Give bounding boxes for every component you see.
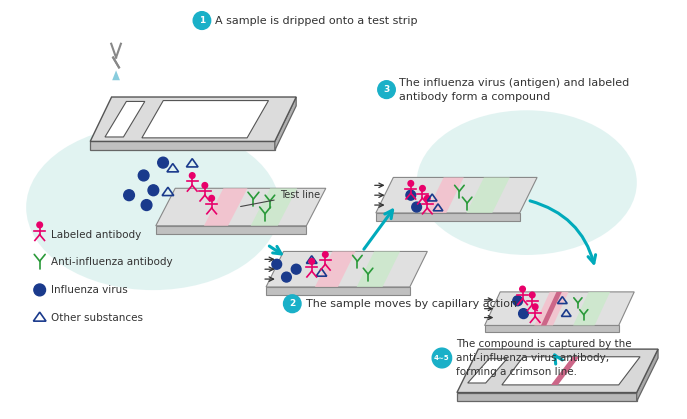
Circle shape — [272, 259, 282, 269]
Text: 2: 2 — [289, 299, 295, 308]
Circle shape — [309, 259, 315, 264]
Text: Test line: Test line — [240, 190, 319, 207]
Polygon shape — [376, 177, 537, 213]
Polygon shape — [502, 357, 640, 385]
Circle shape — [513, 296, 523, 306]
Circle shape — [412, 202, 422, 212]
Text: 1: 1 — [199, 16, 205, 25]
Polygon shape — [466, 177, 510, 213]
Polygon shape — [266, 251, 427, 287]
Circle shape — [519, 309, 528, 318]
Text: Labeled antibody: Labeled antibody — [52, 230, 142, 240]
Circle shape — [209, 195, 214, 201]
Text: 4∼5: 4∼5 — [434, 355, 450, 361]
Circle shape — [34, 284, 45, 296]
Polygon shape — [275, 97, 296, 150]
Polygon shape — [156, 226, 306, 234]
Polygon shape — [156, 188, 326, 226]
Polygon shape — [105, 101, 145, 137]
Circle shape — [378, 81, 395, 98]
Circle shape — [158, 157, 168, 168]
Polygon shape — [534, 292, 569, 326]
Polygon shape — [90, 97, 296, 142]
Circle shape — [406, 190, 416, 200]
Circle shape — [37, 222, 43, 228]
Text: Influenza virus: Influenza virus — [52, 285, 128, 295]
Circle shape — [202, 183, 207, 188]
Polygon shape — [573, 292, 610, 326]
Text: Anti-influenza antibody: Anti-influenza antibody — [52, 257, 173, 267]
Text: Other substances: Other substances — [52, 313, 144, 323]
Circle shape — [420, 186, 425, 191]
Ellipse shape — [416, 110, 637, 255]
Polygon shape — [468, 359, 507, 383]
Polygon shape — [266, 287, 410, 295]
Polygon shape — [112, 70, 120, 80]
Polygon shape — [357, 251, 400, 287]
Text: The influenza virus (antigen) and labeled
antibody form a compound: The influenza virus (antigen) and labele… — [399, 78, 629, 102]
Circle shape — [530, 292, 535, 298]
Text: The sample moves by capillary action: The sample moves by capillary action — [306, 299, 517, 309]
Ellipse shape — [26, 125, 280, 290]
Circle shape — [193, 12, 211, 29]
Circle shape — [532, 304, 538, 310]
Polygon shape — [251, 188, 297, 226]
Circle shape — [520, 286, 526, 292]
Circle shape — [425, 195, 430, 201]
Polygon shape — [457, 349, 658, 393]
Polygon shape — [637, 349, 658, 401]
Polygon shape — [376, 213, 519, 221]
Polygon shape — [484, 326, 619, 332]
Circle shape — [138, 170, 149, 181]
Polygon shape — [551, 357, 579, 385]
Polygon shape — [90, 142, 275, 150]
Polygon shape — [457, 393, 637, 401]
Circle shape — [190, 173, 195, 178]
Text: A sample is dripped onto a test strip: A sample is dripped onto a test strip — [214, 16, 417, 26]
Circle shape — [284, 295, 301, 313]
Polygon shape — [204, 188, 247, 226]
Circle shape — [142, 199, 152, 210]
Polygon shape — [541, 292, 562, 326]
Text: 3: 3 — [383, 85, 390, 94]
Polygon shape — [315, 251, 355, 287]
Circle shape — [408, 181, 414, 186]
Circle shape — [432, 348, 451, 368]
Circle shape — [124, 190, 135, 201]
Text: The compound is captured by the
anti-influenza virus antibody,
forming a crimson: The compound is captured by the anti-inf… — [456, 339, 632, 377]
Circle shape — [148, 185, 159, 196]
Polygon shape — [142, 101, 269, 138]
Polygon shape — [426, 177, 464, 213]
Circle shape — [291, 264, 301, 274]
Circle shape — [282, 272, 291, 282]
Circle shape — [322, 252, 328, 257]
Polygon shape — [484, 292, 634, 326]
